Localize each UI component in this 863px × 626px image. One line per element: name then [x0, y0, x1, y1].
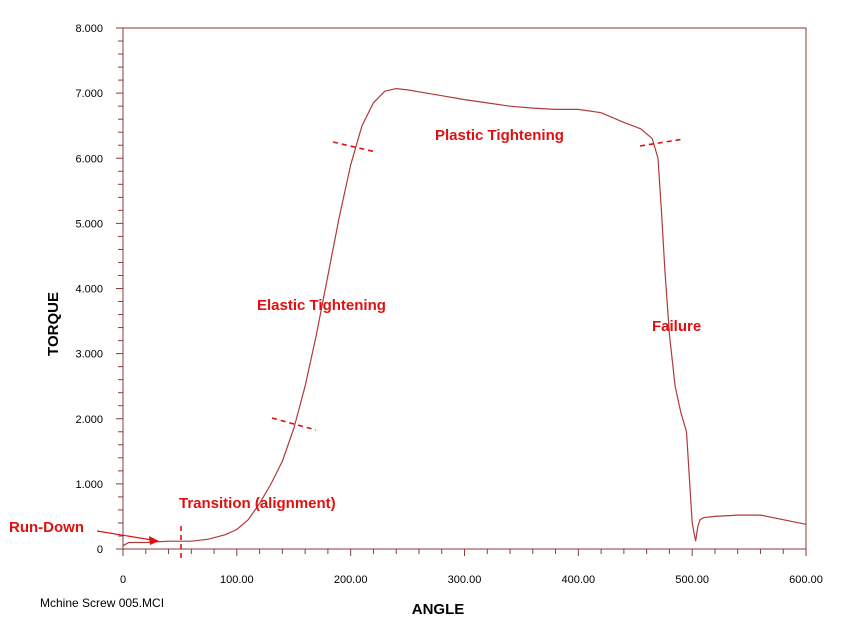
y-tick-label: 1.000	[75, 479, 103, 491]
annotation-plastic: Plastic Tightening	[435, 127, 564, 144]
elastic-start-marker	[271, 417, 317, 431]
y-tick-label: 6.000	[75, 153, 103, 165]
x-tick-label: 100.00	[220, 574, 254, 586]
plot-frame	[122, 27, 807, 550]
x-tick-label: 400.00	[562, 574, 596, 586]
y-tick-label: 2.000	[75, 414, 103, 426]
y-tick-label: 5.000	[75, 218, 103, 230]
y-tick-labels: 0 1.000 2.000 3.000 4.000 5.000 6.000 7.000 8.00…	[75, 23, 103, 556]
y-minor-ticks	[116, 27, 123, 550]
x-tick-label: 300.00	[448, 574, 482, 586]
y-axis-label: TORQUE	[45, 292, 62, 356]
y-tick-label: 0	[97, 544, 103, 556]
annotation-elastic: Elastic Tightening	[257, 297, 386, 314]
y-tick-label: 3.000	[75, 349, 103, 361]
torque-curve	[122, 87, 807, 547]
x-tick-label: 600.00	[789, 574, 823, 586]
run-down-arrow	[96, 530, 159, 545]
y-tick-label: 4.000	[75, 284, 103, 296]
annotation-failure: Failure	[652, 318, 701, 335]
y-tick-label: 8.000	[75, 23, 103, 35]
failure-start-marker	[639, 138, 685, 147]
x-tick-label: 0	[120, 574, 126, 586]
x-axis-label: ANGLE	[412, 601, 465, 618]
footer-filename: Mchine Screw 005.MCI	[40, 596, 165, 610]
x-tick-label: 500.00	[675, 574, 709, 586]
phase-markers	[180, 138, 685, 562]
annotation-transition: Transition (alignment)	[179, 495, 336, 512]
x-minor-ticks	[122, 549, 807, 556]
y-tick-label: 7.000	[75, 88, 103, 100]
annotation-run-down: Run-Down	[9, 519, 84, 536]
x-tick-labels: 0 100.00 200.00 300.00 400.00 500.00 600.00	[120, 574, 823, 586]
plastic-start-marker	[332, 141, 377, 153]
x-tick-label: 200.00	[334, 574, 368, 586]
